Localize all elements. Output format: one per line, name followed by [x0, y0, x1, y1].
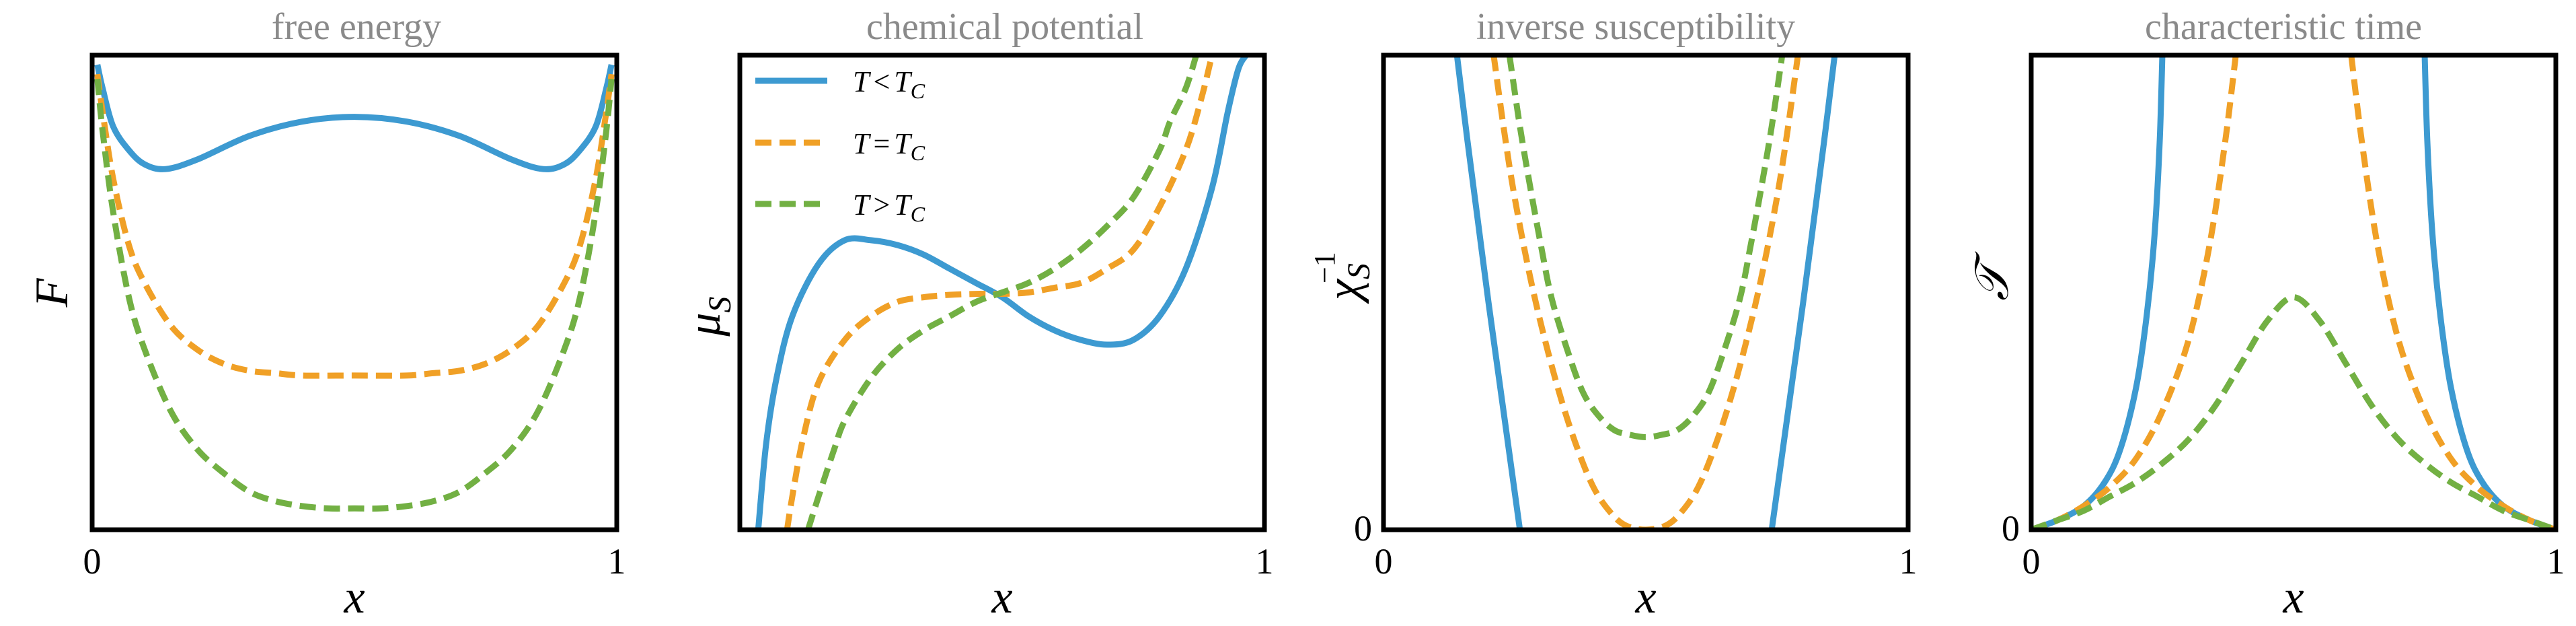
y-axis-label: μS [679, 296, 738, 337]
y-axis-label: F [26, 277, 78, 308]
series-line-critical [2348, 55, 2556, 530]
series-line-critical [1490, 55, 1801, 530]
x-tick-label-1: 1 [1256, 541, 1274, 582]
series-line-below [94, 64, 615, 172]
series-line-below [2421, 55, 2556, 530]
plot-frame [89, 53, 619, 532]
y-axis-label: χS−1 [1308, 252, 1377, 304]
y-axis-label: 𝒯 [1967, 251, 2018, 301]
x-axis-label: x [1634, 571, 1656, 623]
y-axis-label-sub: S [702, 296, 738, 312]
panel-title: chemical potential [866, 6, 1143, 48]
x-tick-label-1: 1 [1899, 541, 1918, 582]
legend-label-below: T < TC [853, 65, 925, 103]
x-axis-label: x [343, 571, 365, 623]
x-tick-label-0: 0 [1375, 541, 1393, 582]
series-line-below [1768, 55, 1838, 530]
plot-frame [1381, 53, 1911, 532]
series-line-above [805, 55, 1199, 530]
series-line-above [94, 78, 615, 512]
panel-title: inverse susceptibility [1476, 6, 1795, 48]
series-group [755, 55, 1249, 530]
legend-label-above: T > TC [853, 188, 925, 226]
x-axis-label: x [2282, 571, 2304, 623]
series-line-critical [94, 73, 615, 379]
y-axis-label-main: χ [1318, 278, 1369, 304]
y-axis-label-main: μ [679, 312, 730, 337]
panel-inverse-susceptibility: inverse susceptibility 0 0 1 x χS−1 [1308, 6, 1918, 623]
plot-frame [2029, 53, 2559, 532]
x-axis-label: x [991, 571, 1012, 623]
legend-label-critical: T = TC [853, 127, 925, 165]
series-line-below [2031, 55, 2166, 530]
panel-title: free energy [272, 6, 441, 48]
x-tick-label-0: 0 [83, 541, 102, 582]
x-tick-label-0: 0 [2022, 541, 2041, 582]
plot-frame [737, 53, 1267, 532]
series-group [94, 64, 615, 512]
panel-chemical-potential: chemical potential 1 x μS T < TC T = TC T > TC [679, 6, 1274, 623]
series-line-critical [784, 55, 1215, 530]
y-tick-label-0: 0 [1354, 508, 1372, 549]
panel-title: characteristic time [2145, 6, 2422, 48]
panel-free-energy: free energy 0 1 x F [26, 6, 626, 623]
series-group [2031, 55, 2556, 530]
y-tick-label-0: 0 [2002, 508, 2020, 549]
panel-characteristic-time: characteristic time 0 0 1 x 𝒯 [1967, 6, 2565, 623]
series-line-below [1453, 55, 1523, 530]
series-line-critical [2031, 55, 2239, 530]
series-line-below [755, 55, 1249, 530]
y-axis-label-sub: S [1341, 263, 1377, 279]
x-tick-label-1: 1 [608, 541, 626, 582]
legend: T < TC T = TC T > TC [755, 65, 925, 226]
x-tick-label-1: 1 [2547, 541, 2565, 582]
y-axis-label-sup: −1 [1308, 252, 1341, 283]
series-line-above [2031, 294, 2556, 530]
series-group [1453, 55, 1838, 530]
series-line-above [1506, 55, 1786, 441]
